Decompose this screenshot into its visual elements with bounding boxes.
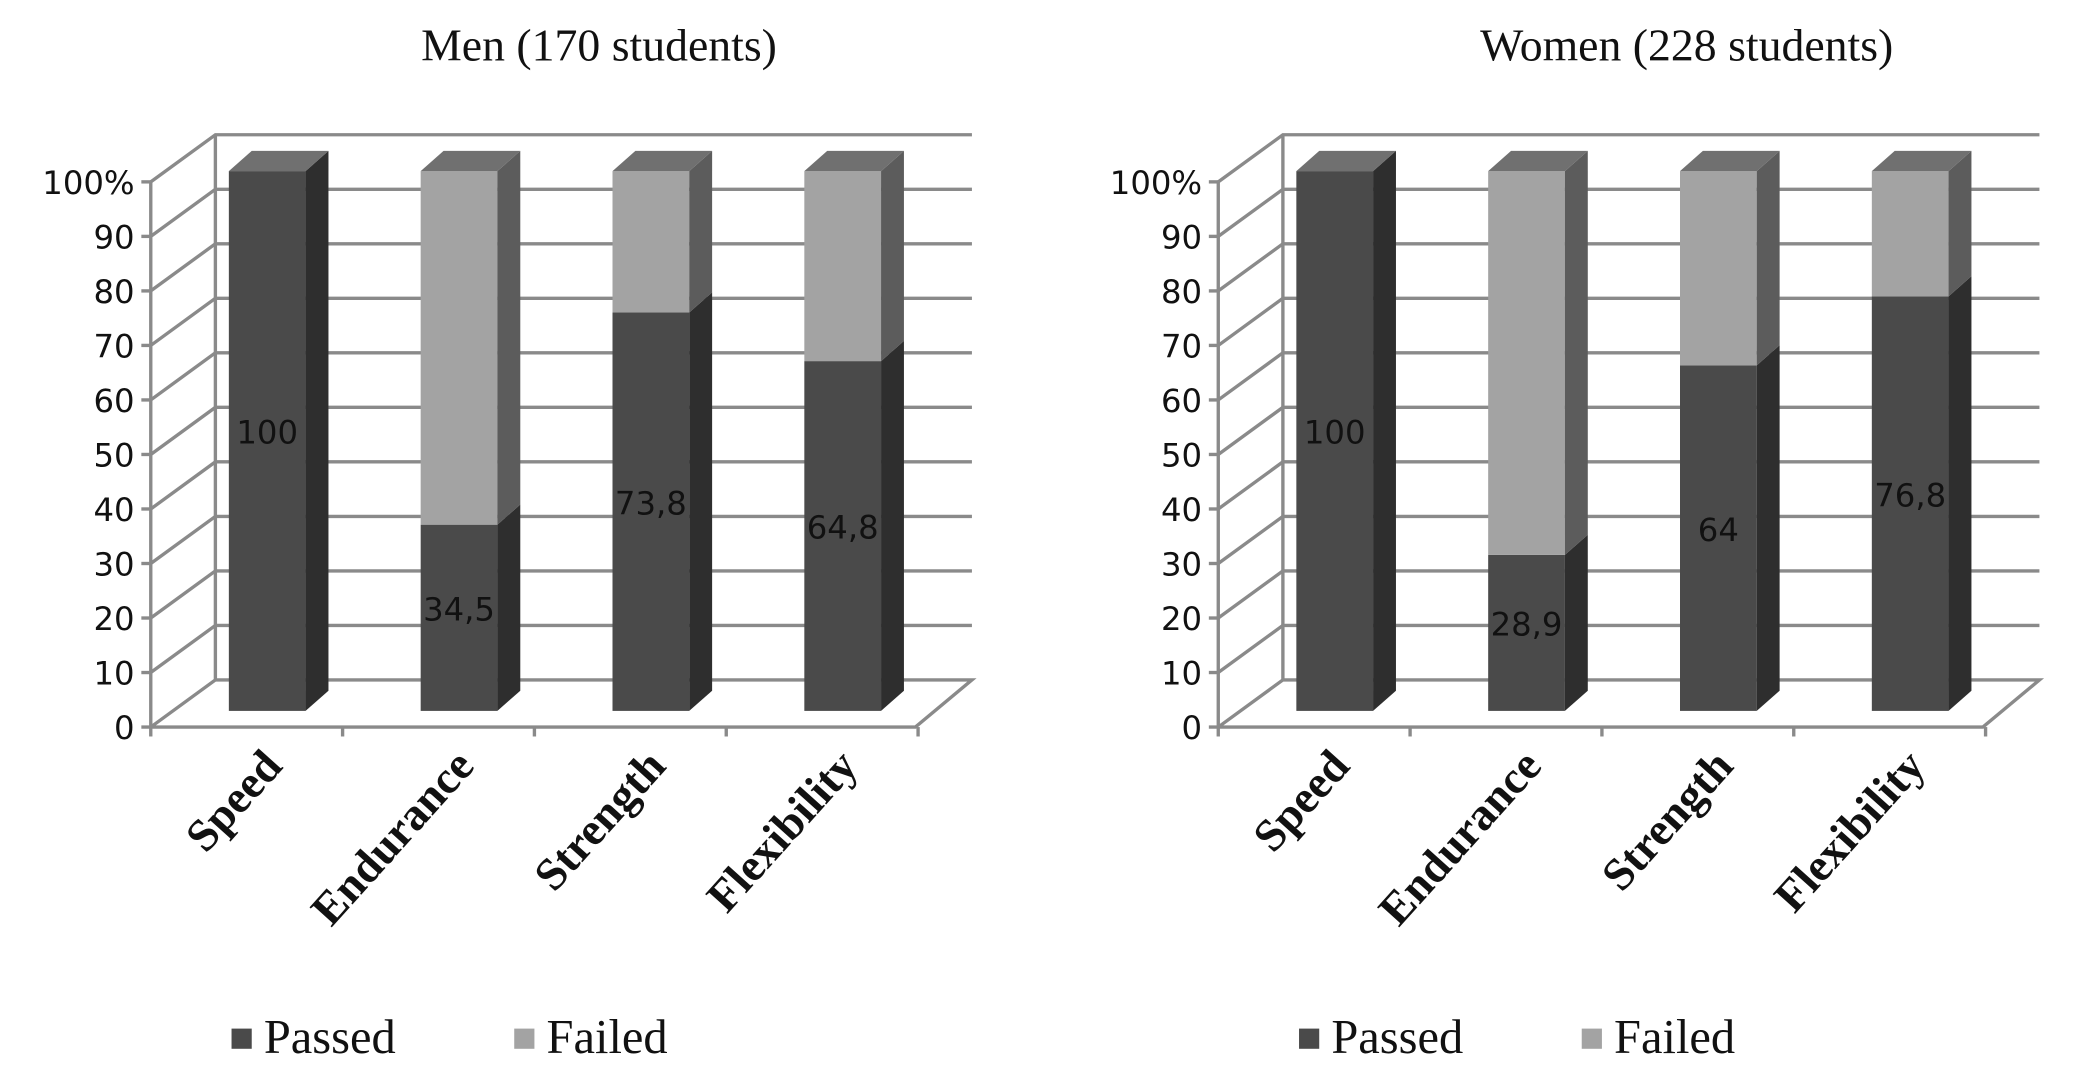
bar-top xyxy=(1680,150,1780,172)
legend-label-failed: Failed xyxy=(547,1011,668,1064)
bar-failed-side xyxy=(881,150,904,362)
y-tick-label: 50 xyxy=(1161,437,1202,475)
y-tick-label: 20 xyxy=(1161,600,1202,638)
y-tick-label: 50 xyxy=(94,437,135,475)
category-label: Speed xyxy=(175,740,291,861)
bar-passed-side xyxy=(1948,276,1972,711)
floor xyxy=(149,678,977,729)
bar-passed-front xyxy=(612,312,690,711)
y-tick-label: 70 xyxy=(1161,328,1202,366)
legend-swatch-failed xyxy=(1581,1028,1602,1049)
data-label: 64 xyxy=(1698,511,1739,549)
data-label: 100 xyxy=(1304,414,1366,452)
data-label: 28,9 xyxy=(1491,606,1563,644)
legend-label-failed: Failed xyxy=(1614,1011,1735,1064)
category-label: Endurance xyxy=(301,740,483,935)
y-tick-label: 40 xyxy=(94,491,135,529)
bar-passed-side xyxy=(497,504,521,711)
y-tick-label: 30 xyxy=(94,546,135,584)
bar-passed-front xyxy=(420,524,498,711)
bar-top xyxy=(228,150,329,172)
y-tick-label: 10 xyxy=(1161,655,1202,693)
category-label: Endurance xyxy=(1368,740,1550,935)
data-label: 76,8 xyxy=(1874,476,1946,514)
data-label: 100 xyxy=(236,414,298,452)
bar-passed-side xyxy=(689,292,713,711)
bar-top xyxy=(804,150,904,172)
bar-failed-front xyxy=(612,171,690,313)
bar-passed-front xyxy=(1871,296,1949,711)
y-tick-label: 0 xyxy=(1182,709,1203,747)
bar-failed-front xyxy=(1680,171,1757,366)
legend-label-passed: Passed xyxy=(1331,1011,1463,1064)
y-tick-label: 40 xyxy=(1161,491,1202,529)
bar-top xyxy=(1296,150,1396,172)
bar-passed-side xyxy=(881,340,904,711)
chart-title: Women (228 students) xyxy=(1480,20,1893,71)
bar-failed-side xyxy=(1564,150,1588,555)
y-tick-label: 30 xyxy=(1161,546,1202,584)
bar-failed-side xyxy=(497,150,521,525)
legend-swatch-failed xyxy=(514,1028,535,1049)
y-tick-label: 10 xyxy=(94,655,135,693)
data-label: 34,5 xyxy=(423,590,495,628)
bar-passed-front xyxy=(228,171,306,711)
bar-passed-front xyxy=(804,361,882,711)
y-tick-label: 100% xyxy=(42,164,134,202)
y-tick-label: 60 xyxy=(94,382,135,420)
y-tick-label: 100% xyxy=(1110,164,1202,202)
chart-panel-0: Men (170 students) 0 10 20 30 40 50 60 70 80 90 100… xyxy=(42,20,977,1064)
bar-top xyxy=(420,150,521,172)
bar-failed-side xyxy=(1948,150,1972,297)
bar-failed-front xyxy=(1871,171,1949,297)
bar-failed-front xyxy=(420,171,498,525)
bar-failed-front xyxy=(1488,171,1565,555)
y-tick-label: 80 xyxy=(94,273,135,311)
category-label: Flexibility xyxy=(1764,740,1935,922)
floor xyxy=(1217,678,2045,729)
chart-title: Men (170 students) xyxy=(421,20,777,71)
bar-passed-side xyxy=(1756,345,1780,711)
bar-passed-front xyxy=(1296,171,1374,711)
bar-passed-front xyxy=(1488,554,1565,711)
y-tick-label: 90 xyxy=(1161,219,1202,257)
data-label: 73,8 xyxy=(615,484,687,522)
bar-top xyxy=(1871,150,1972,172)
y-tick-label: 80 xyxy=(1161,273,1202,311)
y-tick-label: 70 xyxy=(94,328,135,366)
legend-label-passed: Passed xyxy=(264,1011,396,1064)
bar-passed-front xyxy=(1680,365,1757,711)
y-tick-label: 60 xyxy=(1161,382,1202,420)
bar-passed-side xyxy=(1373,150,1396,711)
y-tick-label: 0 xyxy=(114,709,135,747)
y-tick-label: 20 xyxy=(94,600,135,638)
data-label: 64,8 xyxy=(807,509,879,547)
category-label: Speed xyxy=(1243,740,1359,861)
category-label: Strength xyxy=(524,740,675,900)
chart-panel-1: Women (228 students) 0 10 20 30 40 50 60 70 80 90 1… xyxy=(1110,20,2045,1064)
bar-failed-front xyxy=(804,171,882,362)
bar-failed-side xyxy=(1756,150,1780,366)
bar-passed-side xyxy=(305,150,329,711)
bar-passed-side xyxy=(1564,534,1588,711)
legend-swatch-passed xyxy=(231,1028,252,1049)
category-label: Strength xyxy=(1591,740,1742,900)
y-tick-label: 90 xyxy=(94,219,135,257)
legend-swatch-passed xyxy=(1299,1028,1320,1049)
category-label: Flexibility xyxy=(696,740,867,922)
bar-failed-side xyxy=(689,150,713,313)
bar-top xyxy=(1488,150,1588,172)
bar-top xyxy=(612,150,713,172)
